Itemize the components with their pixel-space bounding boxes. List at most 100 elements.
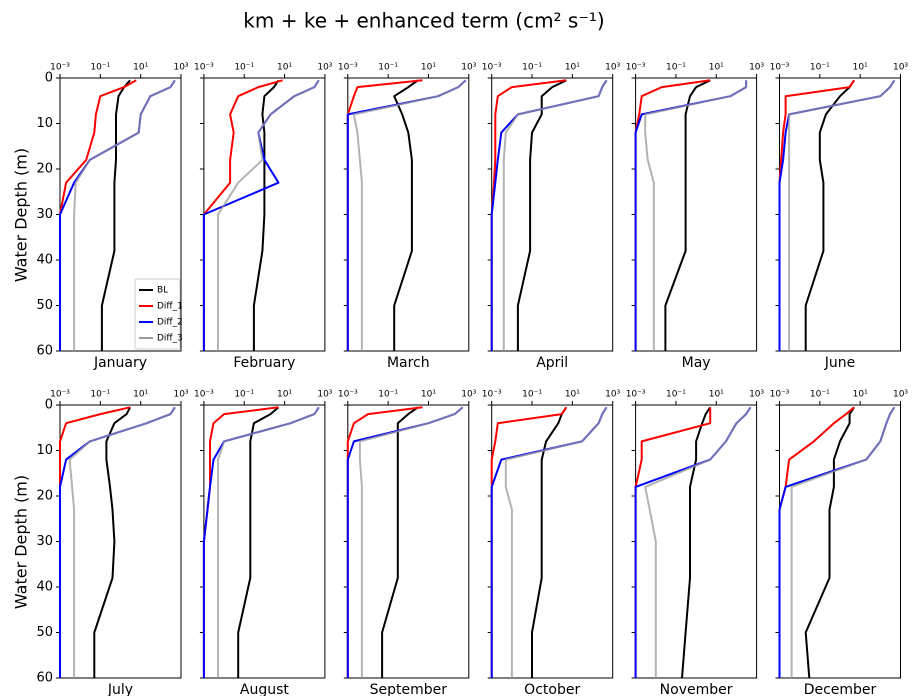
x-tick-label: 10⁻³ xyxy=(770,63,790,73)
series-line xyxy=(59,406,176,678)
series-line xyxy=(634,406,752,678)
x-tick-label: 10⁻¹ xyxy=(810,63,830,73)
x-tick-label: 10⁻¹ xyxy=(522,390,542,400)
x-tick-label: 10¹ xyxy=(421,63,436,73)
panel-title: September xyxy=(370,682,448,696)
series-line xyxy=(531,406,568,678)
figure-title: km + ke + enhanced term (cm² s⁻¹) xyxy=(243,9,604,33)
series-line xyxy=(778,79,855,351)
series-line xyxy=(68,406,176,678)
y-tick-label: 10 xyxy=(36,443,53,458)
panel-title: April xyxy=(536,355,568,371)
panel: 10⁻³ 10⁻¹ 10¹ 10³ 0 10 20 30 40 50 60 July xyxy=(36,390,188,696)
x-tick-label: 10³ xyxy=(749,63,764,73)
x-tick-label: 10³ xyxy=(893,63,908,73)
x-tick-label: 10⁻³ xyxy=(338,390,358,400)
x-tick-label: 10¹ xyxy=(709,390,724,400)
y-tick-label: 20 xyxy=(36,489,53,504)
x-tick-label: 10³ xyxy=(893,390,908,400)
x-tick-label: 10³ xyxy=(317,63,332,73)
x-tick-label: 10¹ xyxy=(277,63,292,73)
x-tick-label: 10⁻¹ xyxy=(378,390,398,400)
y-tick-label: 60 xyxy=(36,671,53,686)
series-line xyxy=(346,79,467,351)
panel-title: March xyxy=(387,355,430,371)
x-tick-label: 10¹ xyxy=(565,390,580,400)
x-tick-label: 10⁻¹ xyxy=(378,63,398,73)
panel: 10⁻³ 10⁻¹ 10¹ 10³ May xyxy=(626,63,765,372)
plot-frame xyxy=(779,77,901,352)
x-tick-label: 10³ xyxy=(605,390,620,400)
x-tick-label: 10⁻³ xyxy=(50,390,70,400)
x-tick-label: 10⁻¹ xyxy=(666,390,686,400)
x-tick-label: 10¹ xyxy=(421,390,436,400)
series-line xyxy=(100,79,131,351)
x-tick-label: 10⁻¹ xyxy=(234,390,254,400)
series-line xyxy=(634,80,748,351)
y-tick-label: 60 xyxy=(36,344,53,359)
series-line xyxy=(634,407,712,678)
legend-label: Diff_2 xyxy=(157,318,183,328)
panel: 10⁻³ 10⁻¹ 10¹ 10³ October xyxy=(482,390,621,696)
series-line xyxy=(502,79,608,351)
y-axis-label: Water Depth (m) xyxy=(12,475,31,609)
series-line xyxy=(59,79,137,351)
panel-title: November xyxy=(660,682,733,696)
x-tick-label: 10⁻³ xyxy=(194,390,214,400)
y-axis-label: Water Depth (m) xyxy=(12,148,31,282)
y-tick-label: 50 xyxy=(36,625,53,640)
x-tick-label: 10³ xyxy=(605,63,620,73)
x-tick-label: 10³ xyxy=(749,390,764,400)
series-line xyxy=(681,406,712,679)
x-tick-label: 10⁻³ xyxy=(770,390,790,400)
series-line xyxy=(237,406,280,678)
panel: 10⁻³ 10⁻¹ 10¹ 10³ September xyxy=(338,390,477,696)
x-tick-label: 10⁻³ xyxy=(338,63,358,73)
panel: 10⁻³ 10⁻¹ 10¹ 10³ June xyxy=(770,63,909,372)
x-tick-label: 10¹ xyxy=(277,390,292,400)
x-tick-label: 10⁻³ xyxy=(50,63,70,73)
plot-frame xyxy=(491,404,614,679)
x-tick-label: 10⁻³ xyxy=(626,390,646,400)
x-tick-label: 10⁻³ xyxy=(194,63,214,73)
panel-title: February xyxy=(233,355,295,371)
series-line xyxy=(804,79,855,351)
x-tick-label: 10⁻³ xyxy=(482,63,502,73)
panel-title: June xyxy=(824,355,856,371)
series-line xyxy=(790,406,896,678)
series-line xyxy=(358,406,464,678)
series-line xyxy=(644,406,752,678)
series-line xyxy=(788,79,896,351)
series-line xyxy=(804,406,855,679)
x-tick-label: 10¹ xyxy=(709,63,724,73)
panel-title: May xyxy=(682,355,711,371)
series-line xyxy=(504,406,608,678)
x-tick-label: 10³ xyxy=(461,390,476,400)
legend-label: BL xyxy=(157,286,168,296)
series-line xyxy=(778,79,896,351)
x-tick-label: 10⁻¹ xyxy=(234,63,254,73)
series-line xyxy=(490,406,608,678)
series-line xyxy=(393,79,419,351)
x-tick-label: 10⁻¹ xyxy=(666,63,686,73)
legend-label: Diff_3 xyxy=(157,334,183,344)
y-tick-label: 0 xyxy=(45,71,53,86)
series-line xyxy=(516,79,567,351)
x-tick-label: 10³ xyxy=(317,390,332,400)
plot-frame xyxy=(59,404,182,679)
x-tick-label: 10⁻³ xyxy=(626,63,646,73)
series-line xyxy=(346,406,464,678)
x-tick-label: 10⁻³ xyxy=(482,390,502,400)
series-line xyxy=(490,79,608,351)
x-tick-label: 10¹ xyxy=(133,390,148,400)
y-tick-label: 40 xyxy=(36,580,53,595)
x-tick-label: 10¹ xyxy=(565,63,580,73)
panel: 10⁻³ 10⁻¹ 10¹ 10³ February xyxy=(194,63,333,372)
x-tick-label: 10¹ xyxy=(133,63,148,73)
y-tick-label: 20 xyxy=(36,162,53,177)
legend-box xyxy=(134,278,181,350)
x-tick-label: 10³ xyxy=(173,63,188,73)
plot-frame xyxy=(347,404,470,679)
x-tick-label: 10⁻¹ xyxy=(810,390,830,400)
